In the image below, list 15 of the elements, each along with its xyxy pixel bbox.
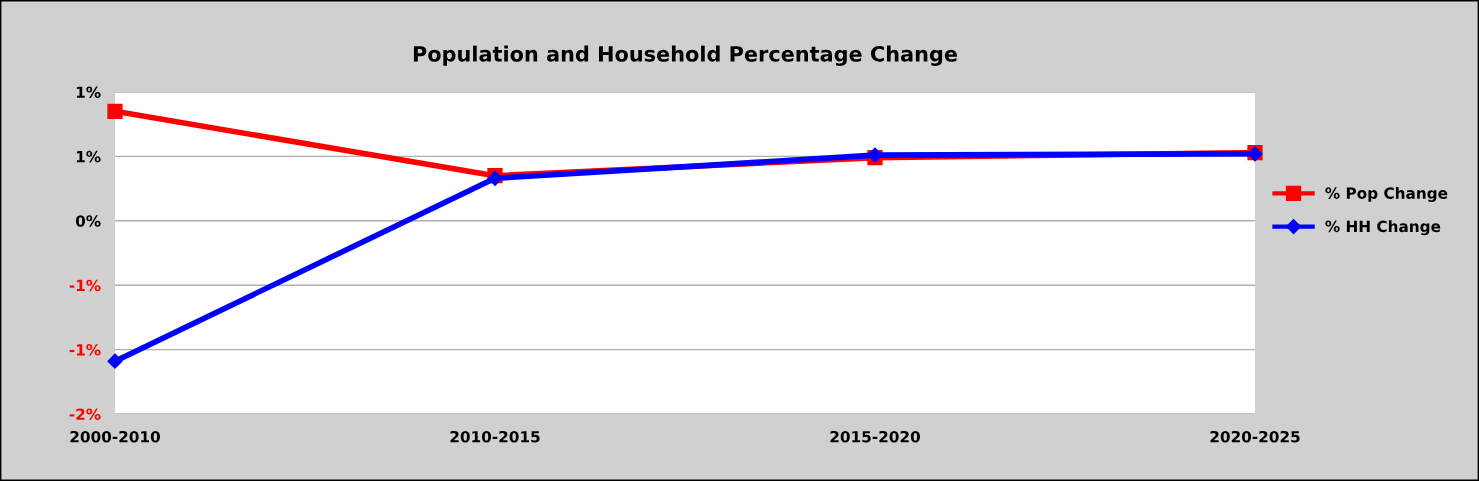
point [107, 103, 123, 119]
point [107, 353, 123, 369]
y-tick-label: -1% [69, 344, 101, 356]
x-tick-label: 2020-2025 [1210, 430, 1300, 443]
x-tick-label: 2000-2010 [70, 430, 160, 443]
y-tick-label: 1% [76, 86, 101, 99]
legend-label: % Pop Change [1325, 187, 1448, 202]
legend-label: % HH Change [1325, 220, 1441, 236]
y-tick-label: -1% [69, 279, 101, 292]
x-tick-label: 2010-2015 [450, 430, 540, 443]
x-tick-label: 2015-2020 [830, 430, 920, 443]
y-tick-label: 1% [76, 150, 101, 163]
y-tick-label: -2% [69, 408, 101, 421]
y-tick-label: 0% [75, 215, 101, 227]
chart-title: Population and Household Percentage Change [413, 45, 957, 66]
